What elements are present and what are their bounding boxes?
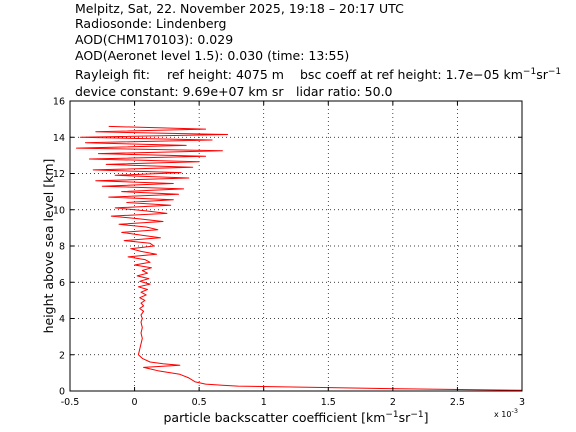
y-tick-label: 10 — [53, 205, 65, 216]
y-tick-label: 4 — [59, 314, 65, 325]
header-aod-chm: AOD(CHM170103): 0.029 — [75, 32, 233, 47]
x-tick-label: 1 — [261, 397, 267, 408]
backscatter-profile-line — [76, 125, 523, 391]
y-tick-label: 6 — [59, 278, 65, 289]
header-title: Melpitz, Sat, 22. November 2025, 19:18 –… — [75, 1, 404, 16]
x-tick-label: 1.5 — [321, 397, 336, 408]
x-tick-label: 0.5 — [192, 397, 207, 408]
y-tick-label: 16 — [53, 97, 65, 108]
x-axis-multiplier: x 10-3 — [494, 407, 518, 419]
y-tick-label: 12 — [53, 169, 65, 180]
x-tick-label: 3 — [519, 397, 525, 408]
grid — [70, 101, 522, 391]
y-tick-label: 14 — [53, 133, 65, 144]
header-radiosonde: Radiosonde: Lindenberg — [75, 16, 226, 31]
x-tick-label: -0.5 — [61, 397, 80, 408]
header-aod-aeronet: AOD(Aeronet level 1.5): 0.030 (time: 13:… — [75, 48, 349, 63]
x-tick-label: 2.5 — [450, 397, 465, 408]
y-tick-label: 8 — [59, 242, 65, 253]
header-rayleigh-fit: Rayleigh fit: — [75, 67, 150, 82]
x-tick-label: 2 — [390, 397, 396, 408]
y-tick-label: 0 — [59, 387, 65, 398]
x-tick-label: 0 — [132, 397, 138, 408]
x-axis-label: particle backscatter coefficient [km−1sr… — [163, 410, 428, 425]
header-device-constant: device constant: 9.69e+07 km sr — [75, 84, 284, 99]
y-axis-label: height above sea level [km] — [41, 159, 56, 334]
y-tick-label: 2 — [59, 350, 65, 361]
header-bsc-coeff: bsc coeff at ref height: 1.7e−05 km−1sr−… — [300, 67, 561, 82]
header-lidar-ratio: lidar ratio: 50.0 — [296, 84, 393, 99]
header-ref-height: ref height: 4075 m — [167, 67, 284, 82]
